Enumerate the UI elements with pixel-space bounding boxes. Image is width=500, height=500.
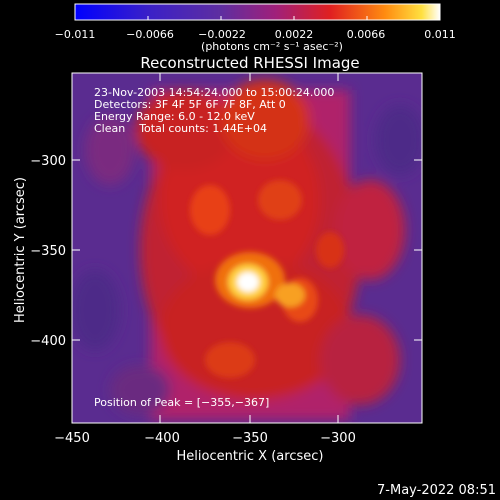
plot-title: Reconstructed RHESSI Image xyxy=(140,54,359,72)
x-tick-label: −300 xyxy=(320,431,356,446)
colorbar-tick: 0.0066 xyxy=(347,28,386,41)
y-tick-label: −400 xyxy=(30,334,66,349)
x-tick-label: −400 xyxy=(144,431,180,446)
peak-position: Position of Peak = [−355,−367] xyxy=(94,396,269,409)
colorbar-tick: −0.011 xyxy=(55,28,96,41)
colorbar-tick: −0.0022 xyxy=(198,28,246,41)
info-energy-range: Energy Range: 6.0 - 12.0 keV xyxy=(94,110,255,123)
x-tick-label: −450 xyxy=(54,431,90,446)
footer-date: 7-May-2022 08:51 xyxy=(377,483,496,498)
y-tick-label: −300 xyxy=(30,154,66,169)
colorbar-tick: −0.0066 xyxy=(126,28,174,41)
info-detectors: Detectors: 3F 4F 5F 6F 7F 8F, Att 0 xyxy=(94,98,286,111)
info-clean-counts: Clean Total counts: 1.44E+04 xyxy=(94,122,267,135)
colorbar-units: (photons cm⁻² s⁻¹ asec⁻²) xyxy=(201,40,343,53)
x-axis-label: Heliocentric X (arcsec) xyxy=(177,449,324,464)
solar-image xyxy=(72,73,422,423)
colorbar xyxy=(74,3,441,21)
x-tick-label: −350 xyxy=(232,431,268,446)
colorbar-tick: 0.011 xyxy=(424,28,456,41)
info-time-range: 23-Nov-2003 14:54:24.000 to 15:00:24.000 xyxy=(94,86,334,99)
y-axis-label: Heliocentric Y (arcsec) xyxy=(13,177,28,323)
y-tick-label: −350 xyxy=(30,244,66,259)
colorbar-tick: 0.0022 xyxy=(275,28,314,41)
